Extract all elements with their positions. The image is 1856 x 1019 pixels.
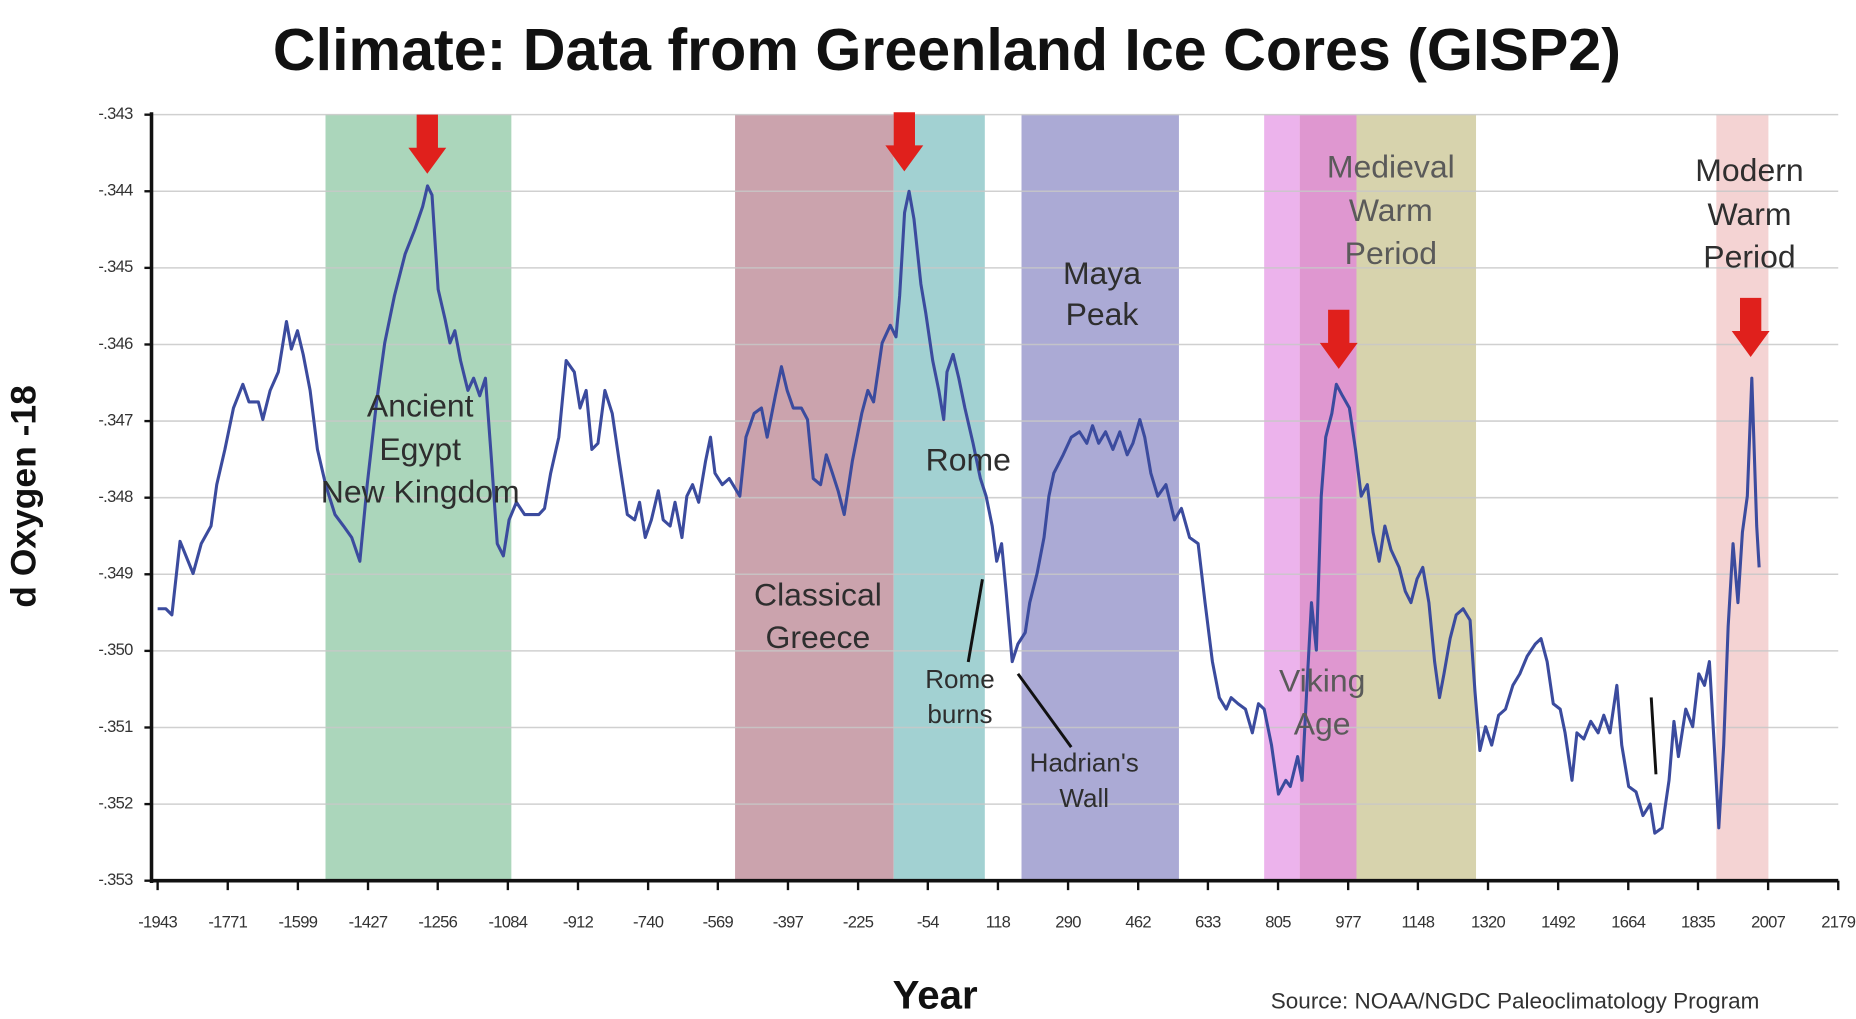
y-tick-label: -.352 (98, 793, 133, 812)
arrow (1731, 297, 1770, 358)
arrows (408, 112, 1770, 369)
annotation: Warm (1349, 192, 1433, 228)
pointer-line (966, 578, 984, 663)
source-note: Source: NOAA/NGDC Paleoclimatology Progr… (1271, 988, 1760, 1013)
x-tick-label: -740 (633, 913, 664, 932)
annotation: Rome (926, 442, 1011, 478)
annotation: Ancient (367, 387, 474, 423)
y-tick-label: -.348 (98, 487, 133, 506)
y-tick-label: -.349 (98, 564, 133, 583)
plot (157, 184, 1761, 835)
x-tick-label: 1664 (1611, 913, 1646, 932)
y-axis-label: d Oxygen -18 (3, 385, 43, 608)
x-tick-label: 1320 (1471, 913, 1506, 932)
annotation: Period (1345, 235, 1437, 271)
x-tick-label: -569 (703, 913, 734, 932)
annotation: Rome (925, 664, 994, 694)
annotation: Peak (1066, 296, 1139, 332)
x-tick-label: 290 (1055, 913, 1081, 932)
y-tick-label: -.353 (98, 870, 133, 889)
x-tick-label: 977 (1335, 913, 1361, 932)
y-tick-label: -.345 (98, 257, 133, 276)
x-tick-label: 2007 (1751, 913, 1786, 932)
pointers (966, 578, 1658, 775)
y-tick-label: -.351 (98, 717, 133, 736)
y-tick-label: -.346 (98, 334, 133, 353)
x-tick-label: 1148 (1402, 913, 1435, 932)
x-tick-label: -397 (773, 913, 804, 932)
annotation: Age (1294, 705, 1351, 741)
y-tick-label: -.350 (98, 640, 133, 659)
x-tick-label: -1084 (488, 913, 527, 932)
annotation: Classical (754, 576, 882, 612)
annotation: New Kingdom (321, 474, 520, 510)
annotation: Period (1703, 238, 1795, 274)
x-tick-label: 1835 (1681, 913, 1716, 932)
data-line (157, 184, 1761, 835)
arrow (1319, 309, 1358, 369)
x-tick-label: -912 (563, 913, 594, 932)
annotation: Viking (1279, 663, 1365, 699)
annotation: Hadrian's (1030, 748, 1139, 778)
chart-title: Climate: Data from Greenland Ice Cores (… (273, 16, 1621, 83)
annotation: burns (927, 699, 992, 729)
y-tick-label: -.343 (98, 104, 133, 123)
x-tick-label: 633 (1195, 913, 1221, 932)
x-tick-label: 118 (986, 913, 1011, 932)
annotation: Modern (1695, 152, 1803, 188)
annotation: Maya (1063, 255, 1141, 291)
pointer-line (1016, 672, 1073, 748)
x-tick-label: 805 (1265, 913, 1291, 932)
annotation: Medieval (1327, 148, 1455, 184)
x-tick-label: -1427 (349, 913, 388, 932)
x-tick-label: 462 (1125, 913, 1151, 932)
y-tick-label: -.347 (98, 410, 133, 429)
x-tick-label: -1943 (138, 913, 177, 932)
pointer-line (1649, 697, 1658, 775)
x-tick-label: 2179 (1821, 913, 1856, 932)
x-axis-label: Year (893, 972, 978, 1017)
y-tick-label: -.344 (98, 181, 133, 200)
annotation: Egypt (379, 431, 461, 467)
x-tick-label: 1492 (1541, 913, 1576, 932)
x-tick-label: -1771 (208, 913, 247, 932)
arrow (408, 114, 447, 174)
x-tick-label: -1256 (418, 913, 457, 932)
x-tick-label: -225 (843, 913, 874, 932)
arrow (885, 112, 924, 172)
annotation: Greece (766, 619, 871, 655)
x-tick-label: -54 (917, 913, 939, 932)
annotation: Wall (1059, 783, 1109, 813)
annotation: Warm (1707, 196, 1791, 232)
x-tick-label: -1599 (278, 913, 317, 932)
annotations: Ancient Egypt New Kingdom Classical Gree… (321, 148, 1804, 813)
